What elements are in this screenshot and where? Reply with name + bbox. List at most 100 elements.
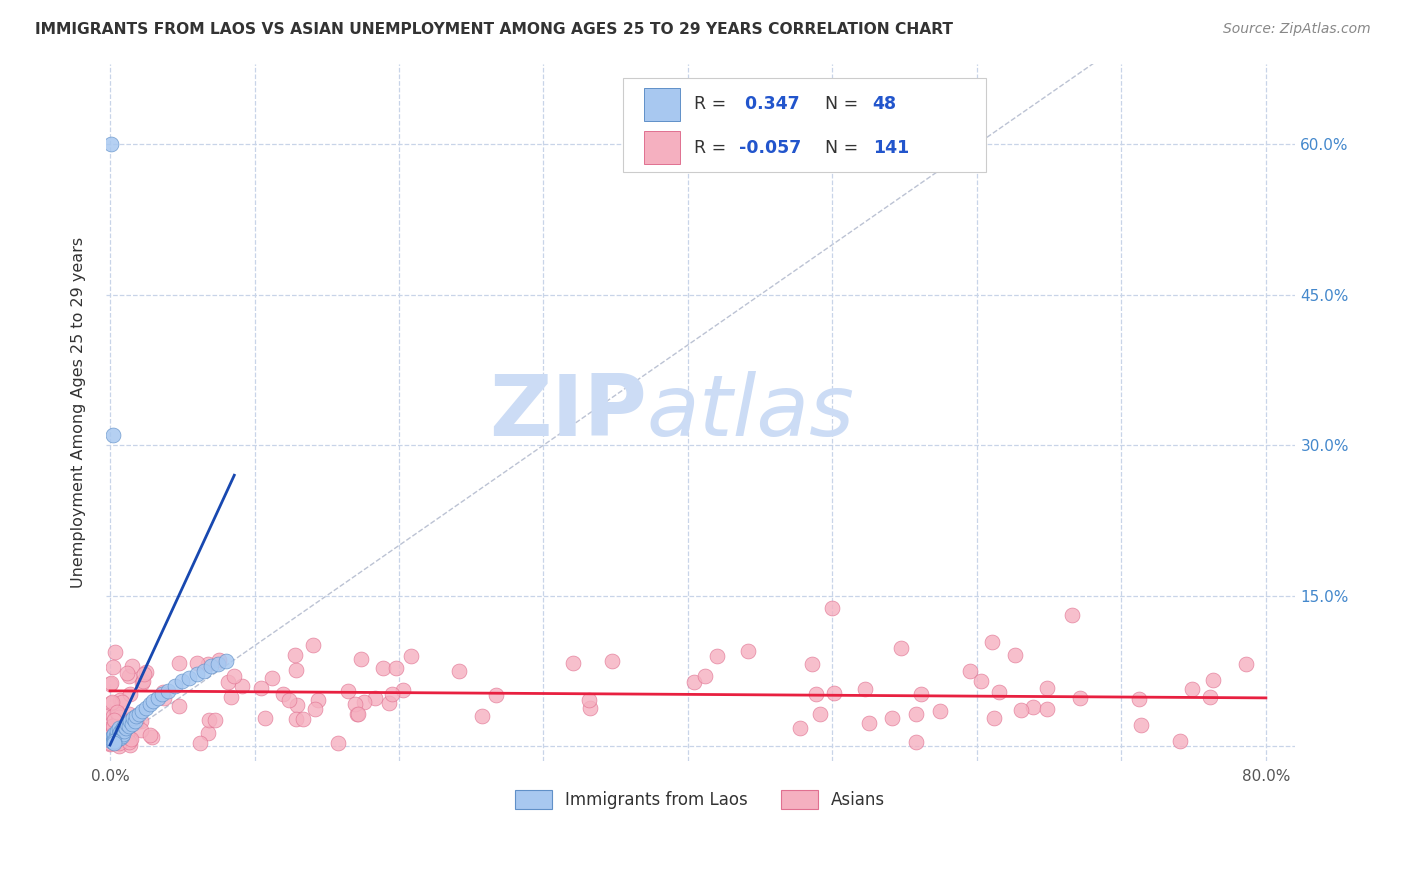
Text: N =: N = [825,95,863,113]
Point [134,667,156,681]
Point [101,709,124,723]
Text: N =: N = [825,138,863,157]
Point [104,729,127,743]
Point [1181,681,1204,696]
Point [277,693,299,707]
Point [103,734,125,748]
Point [337,683,360,698]
Point [105,731,128,746]
Point [111,719,134,733]
Point [108,739,131,753]
Point [200,658,222,673]
Text: 0.347: 0.347 [740,95,800,113]
Text: Source: ZipAtlas.com: Source: ZipAtlas.com [1223,22,1371,37]
Point [152,684,174,698]
Point [983,711,1005,725]
Point [284,648,307,662]
Point [353,695,375,709]
Point [118,734,141,748]
Point [167,699,190,714]
Point [100,731,122,745]
Point [100,728,122,742]
Point [214,654,236,668]
Point [115,726,138,740]
Point [172,673,194,688]
Point [100,677,122,691]
Point [122,711,145,725]
Point [197,657,219,672]
Point [579,701,602,715]
Point [302,638,325,652]
Point [103,730,125,744]
Point [105,705,128,719]
Point [108,725,131,739]
Point [120,714,142,728]
Point [101,695,124,709]
Point [292,712,315,726]
Point [683,674,706,689]
Point [219,690,242,705]
Point [217,675,239,690]
Point [904,734,927,748]
Text: R =: R = [695,95,733,113]
Point [806,687,828,701]
Text: 48: 48 [873,95,897,113]
Point [107,721,129,735]
Point [118,669,141,683]
Point [111,730,134,744]
Point [399,648,422,663]
Point [1022,699,1045,714]
Point [118,707,141,722]
Point [222,669,245,683]
Point [153,691,176,706]
Point [108,709,131,723]
Point [100,137,122,152]
Point [800,657,823,671]
Point [118,738,141,752]
Point [364,691,387,706]
Point [204,713,226,727]
Point [485,688,508,702]
Y-axis label: Unemployment Among Ages 25 to 29 years: Unemployment Among Ages 25 to 29 years [72,237,86,588]
Point [100,734,122,748]
Point [156,684,179,698]
Point [823,686,845,700]
Point [378,696,401,710]
Point [1202,673,1225,687]
Point [808,706,831,721]
Point [928,704,950,718]
Point [284,712,307,726]
Point [1036,702,1059,716]
Point [208,653,231,667]
Point [373,661,395,675]
Text: atlas: atlas [647,371,855,454]
Point [890,641,912,656]
Point [307,693,329,707]
Point [471,709,494,723]
Point [1010,703,1032,717]
FancyBboxPatch shape [644,131,681,164]
Point [1129,718,1152,732]
Point [101,721,124,735]
Point [344,697,367,711]
Point [186,656,208,670]
Point [103,719,125,733]
Point [129,723,152,738]
Point [110,723,132,737]
Point [693,669,716,683]
Point [146,690,169,705]
Point [111,695,134,709]
Text: IMMIGRANTS FROM LAOS VS ASIAN UNEMPLOYMENT AMONG AGES 25 TO 29 YEARS CORRELATION: IMMIGRANTS FROM LAOS VS ASIAN UNEMPLOYME… [35,22,953,37]
Point [124,714,146,728]
Point [285,664,308,678]
FancyBboxPatch shape [644,87,681,121]
Point [304,702,326,716]
Point [103,731,125,745]
Text: ZIP: ZIP [489,371,647,454]
Point [561,656,583,670]
Point [197,713,219,727]
Point [1069,690,1091,705]
Point [271,687,294,701]
Point [346,706,368,721]
Point [108,731,131,745]
